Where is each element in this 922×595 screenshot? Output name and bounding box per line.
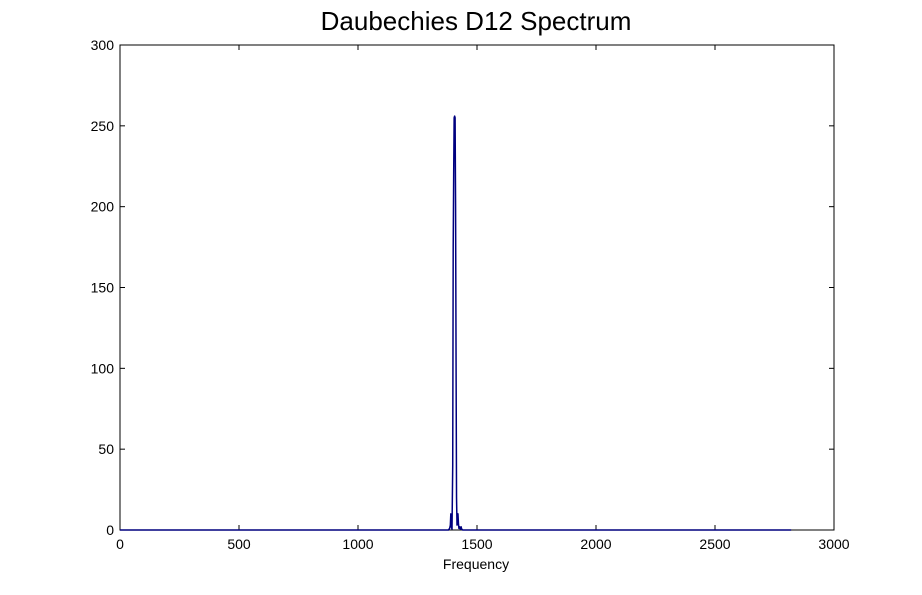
y-tick-label: 100 [91,360,115,376]
plot-area [119,44,835,531]
y-tick-label: 200 [91,199,115,215]
y-tick-label: 250 [91,118,115,134]
x-tick-label: 2500 [699,536,730,552]
x-tick-label: 500 [227,536,251,552]
x-axis-ticks: 0 500 1000 1500 2000 2500 3000 [116,45,850,552]
y-tick-label: 150 [91,280,115,296]
x-tick-label: 3000 [818,536,849,552]
x-tick-label: 0 [116,536,124,552]
chart-title: Daubechies D12 Spectrum [321,6,632,36]
y-tick-label: 50 [98,441,114,457]
y-axis-ticks: 0 50 100 150 200 250 300 [91,37,834,538]
x-tick-label: 1000 [342,536,373,552]
y-tick-label: 0 [106,522,114,538]
x-tick-label: 2000 [580,536,611,552]
x-axis-label: Frequency [443,556,509,572]
y-tick-label: 300 [91,37,115,53]
spectrum-series-line [120,115,792,531]
x-tick-label: 1500 [461,536,492,552]
series-layer [120,115,792,531]
